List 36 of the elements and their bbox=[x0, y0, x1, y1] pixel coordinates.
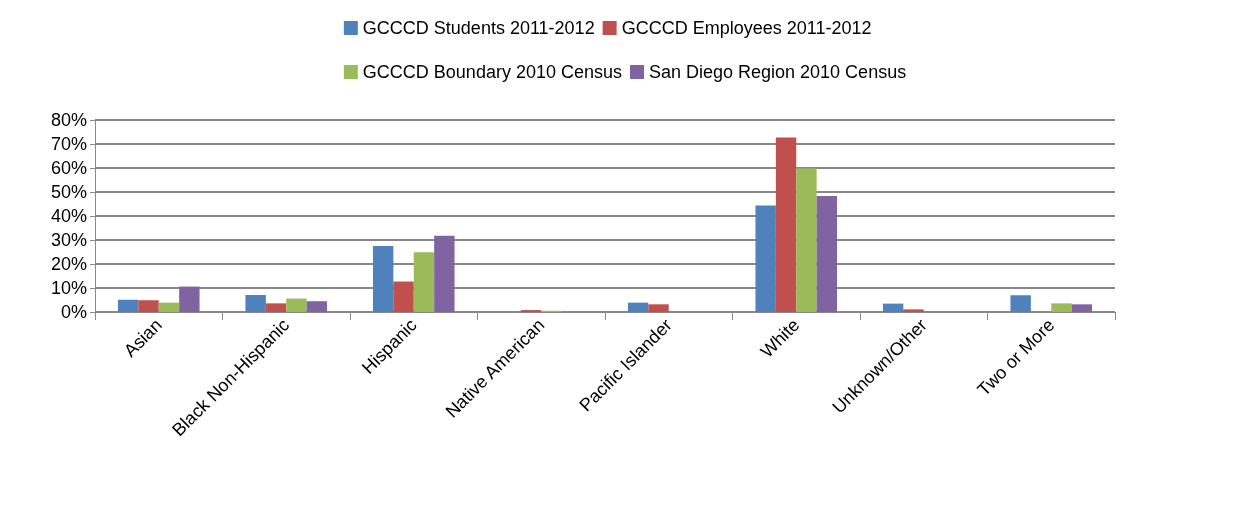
bar bbox=[1051, 303, 1072, 312]
bar bbox=[117, 299, 139, 312]
y-tick-label: 40% bbox=[50, 206, 87, 226]
bar bbox=[286, 298, 307, 312]
bar bbox=[796, 168, 817, 312]
y-tick-label: 80% bbox=[50, 110, 87, 130]
bar bbox=[372, 246, 394, 312]
bar bbox=[413, 252, 435, 312]
bar bbox=[648, 304, 669, 312]
bar bbox=[1010, 295, 1031, 312]
bar bbox=[434, 235, 455, 312]
bar bbox=[393, 281, 414, 312]
y-tick-label: 10% bbox=[50, 278, 87, 298]
bar bbox=[755, 205, 776, 312]
bar bbox=[158, 302, 180, 312]
bar bbox=[306, 301, 328, 312]
legend-label: San Diego Region 2010 Census bbox=[648, 62, 907, 82]
y-tick-label: 60% bbox=[50, 158, 87, 178]
y-tick-label: 30% bbox=[50, 230, 87, 250]
bar bbox=[138, 300, 159, 312]
legend-label: GCCCD Students 2011-2012 bbox=[362, 18, 595, 38]
bar bbox=[882, 303, 904, 312]
bar bbox=[245, 294, 266, 312]
y-tick-label: 0% bbox=[60, 302, 87, 322]
bar bbox=[1071, 304, 1093, 312]
bar bbox=[816, 196, 838, 312]
y-tick-label: 50% bbox=[50, 182, 87, 202]
y-tick-label: 20% bbox=[50, 254, 87, 274]
y-tick-label: 70% bbox=[50, 134, 87, 154]
legend-label: GCCCD Boundary 2010 Census bbox=[362, 62, 622, 82]
bar bbox=[903, 309, 924, 312]
bar bbox=[775, 137, 797, 312]
bar bbox=[179, 286, 200, 312]
legend-label: GCCCD Employees 2011-2012 bbox=[621, 18, 872, 38]
bar bbox=[627, 302, 649, 312]
bar bbox=[265, 303, 287, 312]
